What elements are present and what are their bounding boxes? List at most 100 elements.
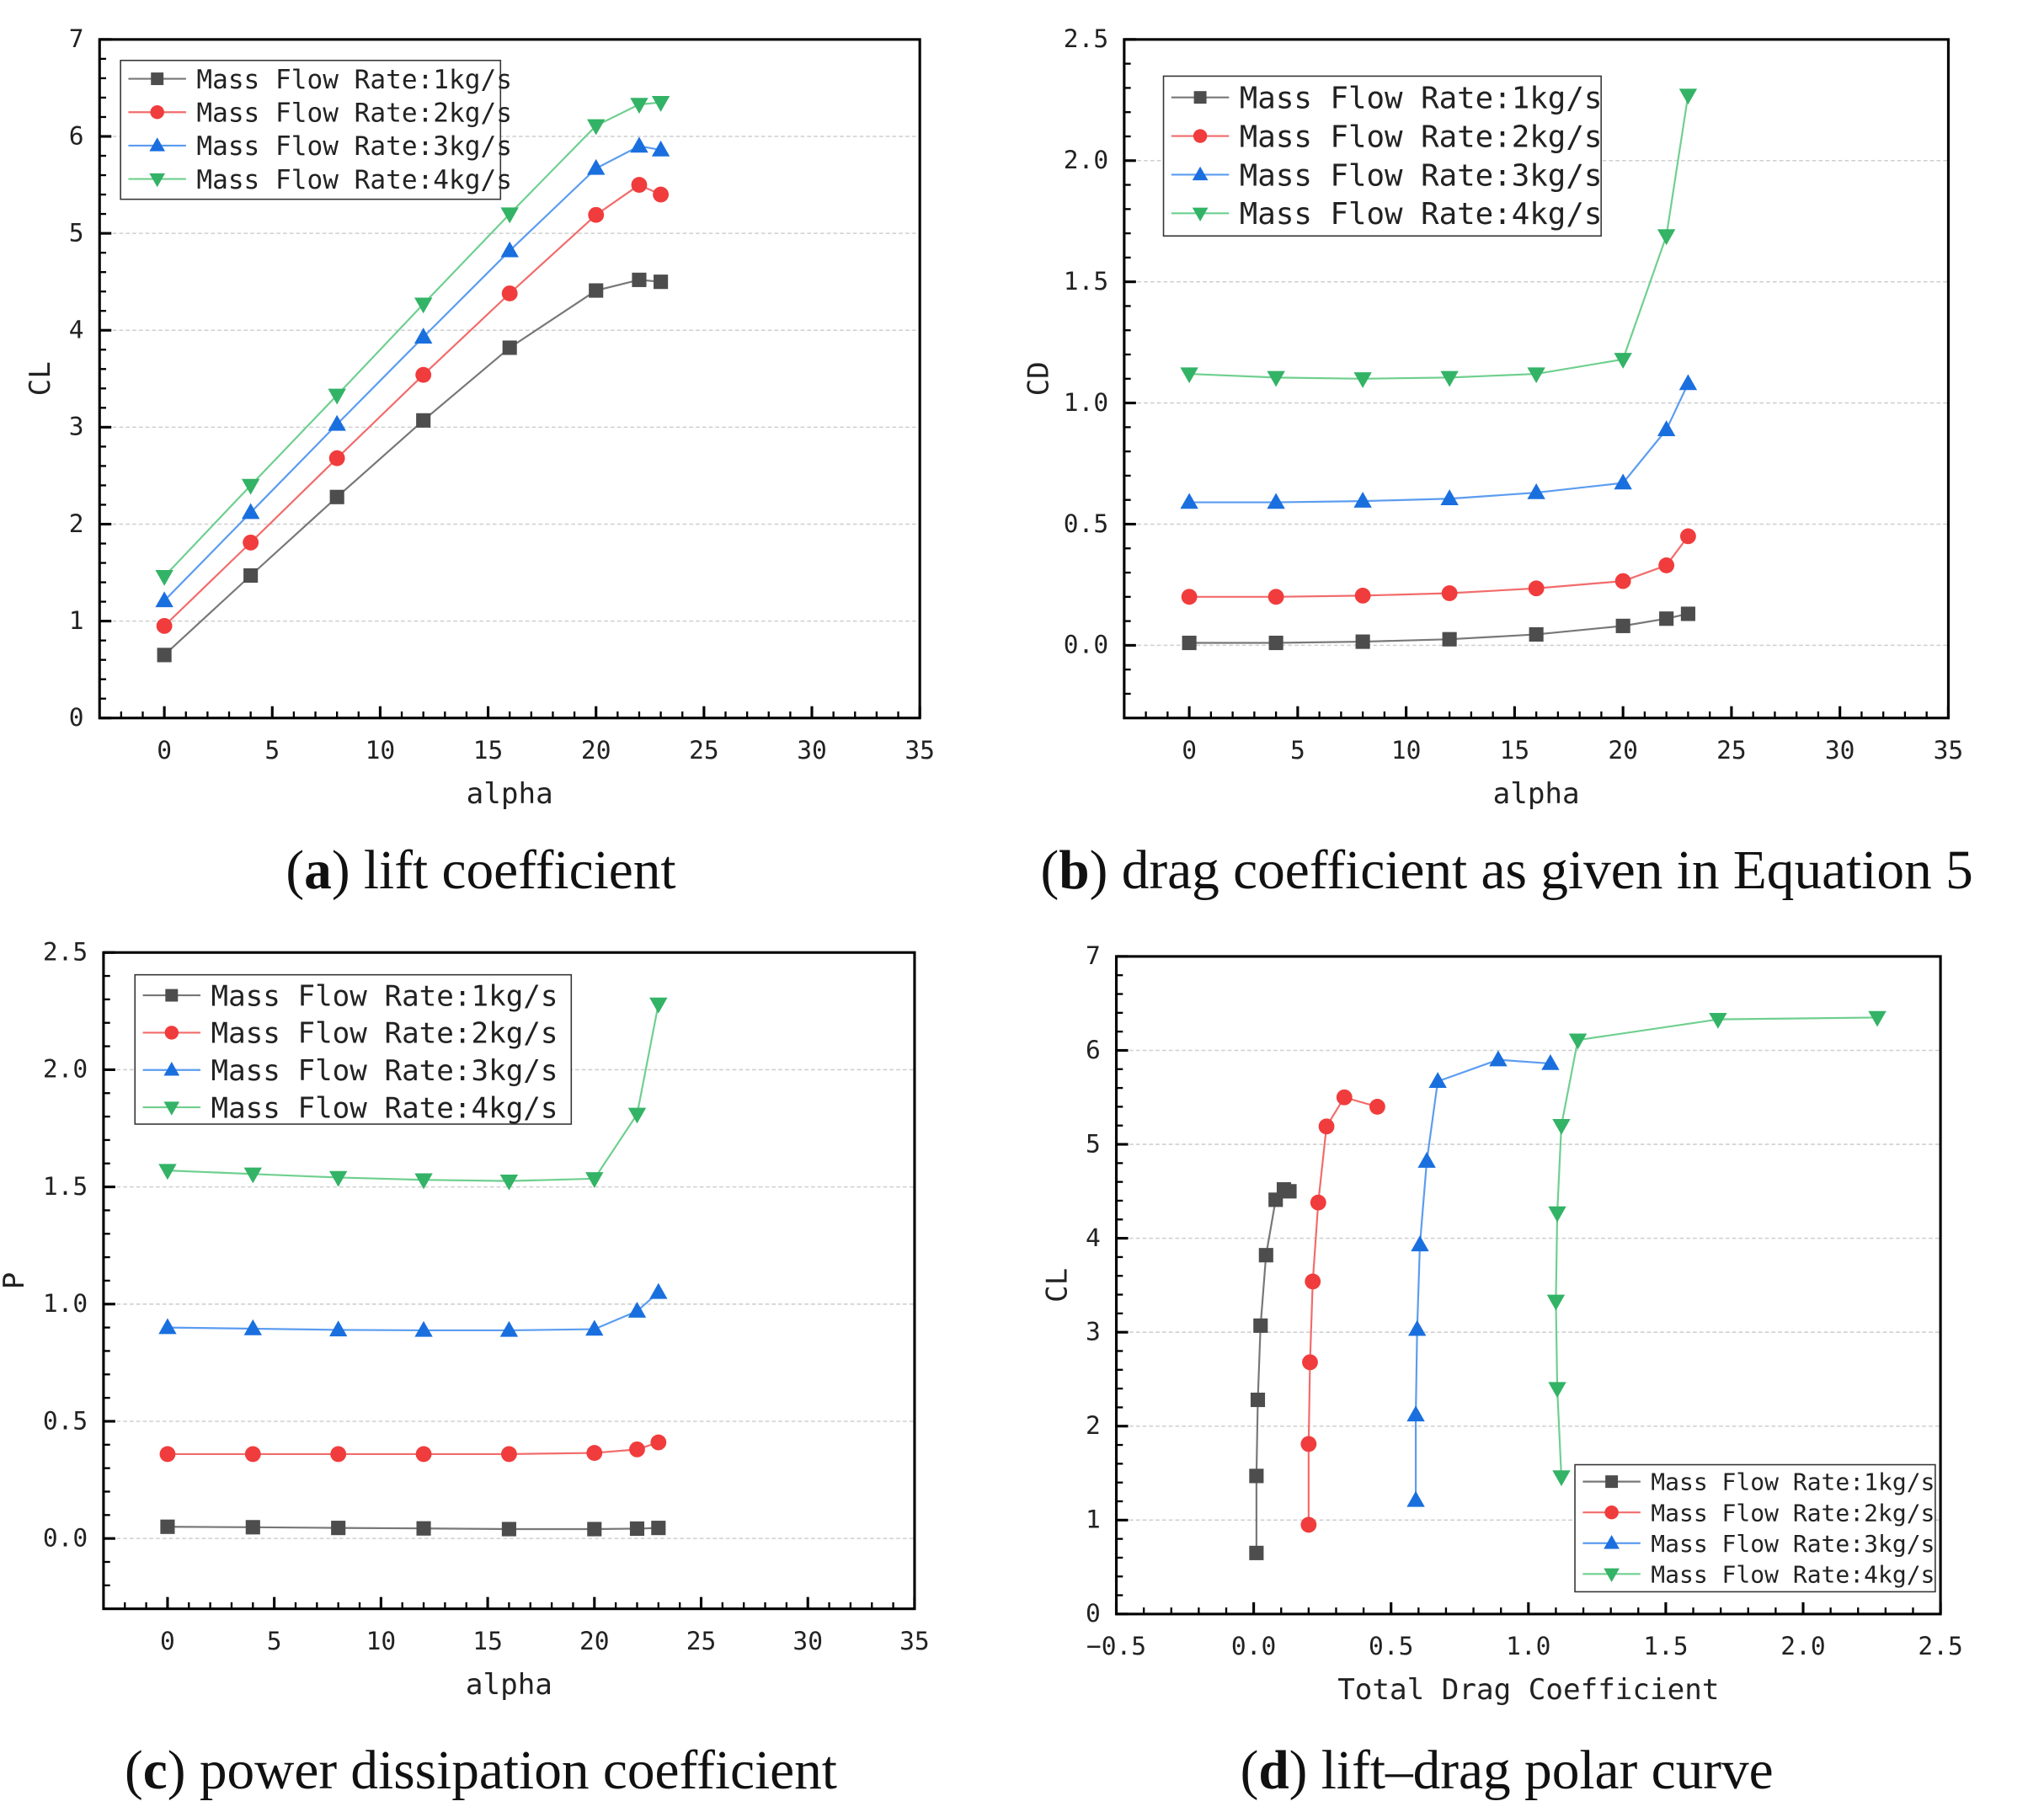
x-tick-label: 10 <box>366 736 396 765</box>
legend-marker <box>1192 207 1209 222</box>
data-point <box>500 241 519 258</box>
data-point <box>1305 1273 1321 1290</box>
y-axis-label: P <box>0 1272 31 1290</box>
caption-text: lift coefficient <box>364 840 676 901</box>
data-point <box>1678 374 1698 391</box>
data-point <box>589 283 604 298</box>
series-line <box>1189 94 1689 380</box>
data-point <box>1417 1151 1436 1168</box>
data-point <box>1678 88 1698 105</box>
x-axis-label: alpha <box>1493 777 1580 811</box>
caption: (b) drag coefficient as given in Equatio… <box>1041 840 1973 901</box>
data-point <box>499 1320 519 1337</box>
caption-paren: ) <box>168 1740 200 1801</box>
legend: Mass Flow Rate:1kg/s Mass Flow Rate:2kg/s… <box>1162 75 1603 237</box>
data-point <box>241 503 260 520</box>
data-point <box>1548 1206 1566 1223</box>
x-tick-label: 10 <box>1391 736 1422 765</box>
caption-paren: ( <box>1241 1740 1259 1801</box>
y-axis-label: CL <box>24 361 57 396</box>
y-tick-label: 1.0 <box>43 1289 88 1318</box>
data-point <box>1253 1318 1268 1333</box>
y-tick-label: 1.5 <box>43 1172 88 1201</box>
y-tick-label: 5 <box>1086 1129 1101 1158</box>
data-point <box>243 1167 263 1184</box>
y-tick-label: 2 <box>69 509 84 538</box>
series-line <box>163 279 661 656</box>
x-tick-label: 0 <box>157 736 172 765</box>
data-point <box>1250 1392 1266 1408</box>
data-point <box>1353 492 1372 508</box>
series-1 <box>1182 606 1695 651</box>
data-point <box>1267 589 1284 605</box>
data-point <box>1428 1072 1447 1088</box>
data-point <box>501 1522 516 1537</box>
series-3 <box>155 136 670 608</box>
y-tick-label: 7 <box>69 24 84 53</box>
series-line <box>1189 383 1689 504</box>
caption-label: b <box>1059 840 1089 901</box>
x-tick-label: 15 <box>472 1627 503 1655</box>
data-point <box>329 489 344 504</box>
caption-paren: ( <box>125 1740 143 1801</box>
x-tick-label: 15 <box>1500 736 1530 765</box>
legend-box <box>1162 75 1602 237</box>
x-axis-label: Total Drag Coefficient <box>1337 1673 1719 1707</box>
data-point <box>1249 1468 1264 1484</box>
y-tick-label: 4 <box>1086 1223 1101 1252</box>
caption-paren: ) <box>332 840 364 901</box>
series-2 <box>1300 1089 1385 1533</box>
data-point <box>243 534 259 551</box>
data-point <box>1181 589 1198 605</box>
data-point <box>1441 585 1458 601</box>
data-point <box>414 328 433 344</box>
y-tick-label: 3 <box>69 413 84 441</box>
caption-text: power dissipation coefficient <box>200 1740 837 1801</box>
data-point <box>629 1521 645 1537</box>
x-tick-label: 15 <box>473 736 504 765</box>
data-point <box>328 1320 348 1337</box>
data-point <box>586 1445 603 1461</box>
data-point <box>1300 1436 1317 1452</box>
x-tick-label: 30 <box>1825 736 1855 765</box>
data-point <box>651 1521 666 1536</box>
data-point <box>585 1319 604 1336</box>
data-point <box>330 1446 347 1463</box>
y-tick-label: 1.0 <box>1064 388 1108 417</box>
caption-paren: ( <box>286 840 304 901</box>
data-point <box>1546 1294 1566 1311</box>
data-point <box>416 413 431 428</box>
y-tick-label: 2.5 <box>1064 24 1108 53</box>
data-point <box>155 569 173 586</box>
data-point <box>1249 1545 1264 1560</box>
legend-label: Mass Flow Rate:1kg/s <box>1240 82 1603 116</box>
x-tick-label: 0.0 <box>1231 1632 1276 1660</box>
legend-marker <box>151 72 164 86</box>
y-tick-label: 2.0 <box>43 1055 88 1084</box>
x-tick-label: 1.0 <box>1506 1632 1550 1660</box>
data-point <box>416 1521 431 1536</box>
legend-label: Mass Flow Rate:1kg/s <box>1651 1468 1935 1496</box>
data-point <box>631 177 648 193</box>
data-point <box>649 1282 668 1299</box>
series-2 <box>156 177 670 634</box>
data-point <box>243 568 259 584</box>
x-tick-label: 20 <box>1608 736 1638 765</box>
legend-marker <box>163 1062 180 1076</box>
legend-label: Mass Flow Rate:2kg/s <box>1240 120 1603 154</box>
data-point <box>585 1172 604 1188</box>
series-4 <box>1180 88 1698 388</box>
x-tick-label: 20 <box>581 736 611 765</box>
x-tick-label: 2.5 <box>1918 1632 1962 1660</box>
data-point <box>1267 370 1285 387</box>
caption-text: lift–drag polar curve <box>1321 1740 1774 1801</box>
data-point <box>632 272 647 287</box>
data-point <box>1354 587 1371 604</box>
legend-label: Mass Flow Rate:4kg/s <box>1240 197 1603 232</box>
y-tick-label: 0 <box>69 703 84 732</box>
data-point <box>1353 372 1372 388</box>
series-1 <box>160 1519 666 1537</box>
chart-c: 0 5 10 15 20 25 30 35 0.0 0.5 1.0 1.5 2.0 2.5 alpha P Ma… <box>0 938 930 1801</box>
data-point <box>1258 1248 1273 1263</box>
legend-marker <box>1604 1568 1620 1583</box>
